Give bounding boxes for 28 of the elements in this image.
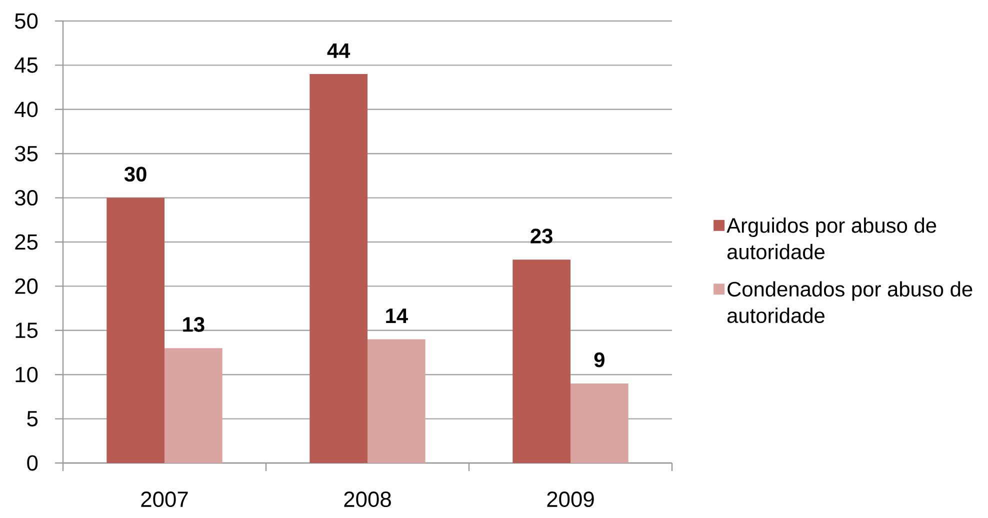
y-tick-label: 40 bbox=[14, 102, 38, 118]
y-tick-label: 10 bbox=[16, 366, 38, 382]
data-label: 44 bbox=[327, 43, 350, 58]
bar bbox=[368, 339, 426, 463]
y-tick-label: 30 bbox=[14, 190, 38, 206]
y-tick-label: 0 bbox=[27, 455, 38, 471]
y-tick-label: 25 bbox=[15, 234, 38, 250]
y-tick-label: 15 bbox=[16, 322, 38, 338]
bar bbox=[570, 383, 628, 463]
bar bbox=[512, 260, 571, 463]
bar bbox=[164, 348, 222, 463]
bar bbox=[310, 74, 368, 463]
y-tick-label: 5 bbox=[27, 411, 38, 426]
data-label: 13 bbox=[183, 317, 204, 332]
data-label: 14 bbox=[386, 308, 408, 324]
y-tick-label: 50 bbox=[14, 13, 38, 29]
bar bbox=[106, 198, 164, 463]
x-tick-label: 2007 bbox=[141, 492, 188, 508]
data-label: 23 bbox=[530, 228, 552, 244]
y-tick-label: 45 bbox=[14, 58, 38, 73]
y-tick-label: 35 bbox=[14, 146, 38, 162]
data-label: 9 bbox=[594, 352, 604, 368]
x-tick-label: 2008 bbox=[344, 492, 391, 508]
legend-label: Arguidos por abuso de autoridade bbox=[726, 218, 936, 260]
y-tick-label: 20 bbox=[15, 278, 38, 294]
x-tick-label: 2009 bbox=[547, 492, 594, 508]
data-label: 30 bbox=[124, 166, 146, 182]
legend-label: Condenados por abuso de autoridade bbox=[727, 281, 972, 324]
